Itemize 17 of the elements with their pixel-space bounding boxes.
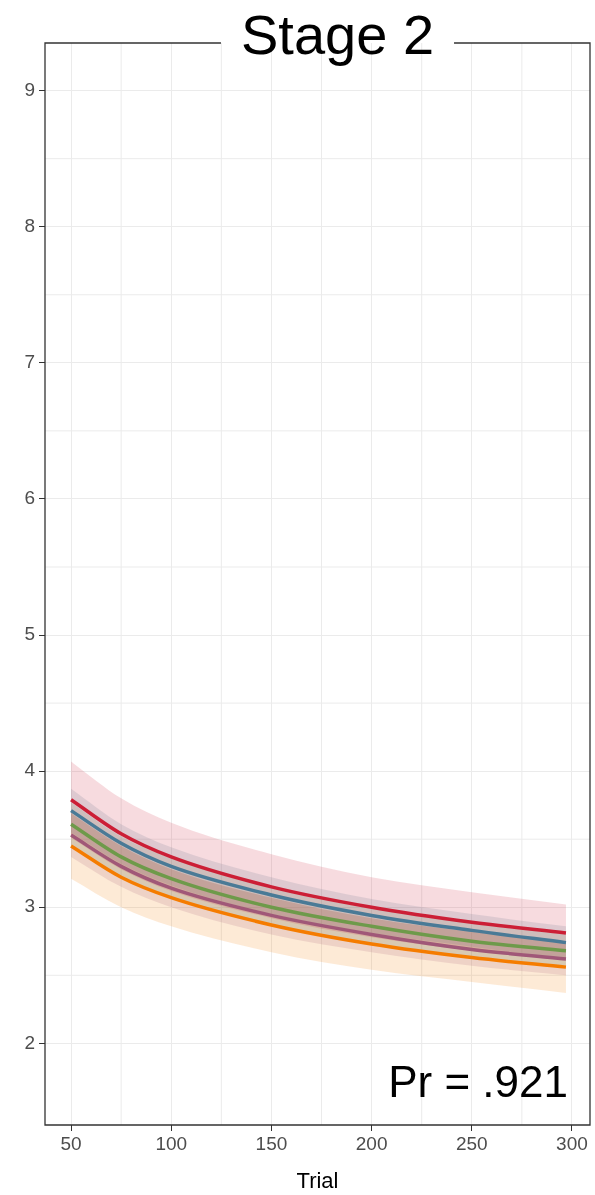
y-tick-label: 4 (24, 759, 36, 781)
x-axis-title: Trial (296, 1167, 339, 1193)
x-tick-label: 100 (155, 1132, 188, 1154)
annotation: Pr = .921 (388, 1057, 568, 1106)
chart-title: Stage 2 (240, 3, 435, 67)
x-tick-label: 250 (455, 1132, 488, 1154)
x-tick-label: 200 (355, 1132, 388, 1154)
y-tick-label: 8 (24, 214, 35, 236)
y-tick-label: 5 (24, 623, 35, 645)
x-tick-label: 50 (60, 1132, 82, 1154)
y-tick-label: 2 (24, 1031, 35, 1053)
y-tick-label: 6 (24, 487, 35, 509)
x-tick-label: 150 (255, 1132, 288, 1154)
y-tick-label: 3 (24, 895, 35, 917)
y-tick-label: 9 (24, 78, 35, 100)
x-tick-label: 300 (556, 1132, 588, 1154)
y-tick-label: 7 (24, 351, 35, 373)
